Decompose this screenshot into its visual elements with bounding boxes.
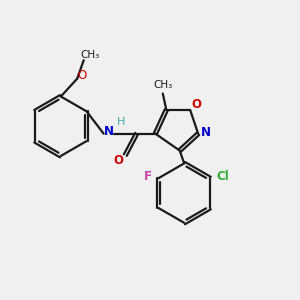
Text: CH₃: CH₃ — [153, 80, 172, 90]
Text: N: N — [104, 125, 114, 138]
Text: H: H — [117, 117, 126, 127]
Text: N: N — [201, 126, 211, 139]
Text: O: O — [114, 154, 124, 167]
Text: Cl: Cl — [216, 170, 229, 183]
Text: F: F — [144, 170, 152, 183]
Text: O: O — [191, 98, 201, 111]
Text: O: O — [77, 69, 86, 82]
Text: CH₃: CH₃ — [81, 50, 100, 60]
